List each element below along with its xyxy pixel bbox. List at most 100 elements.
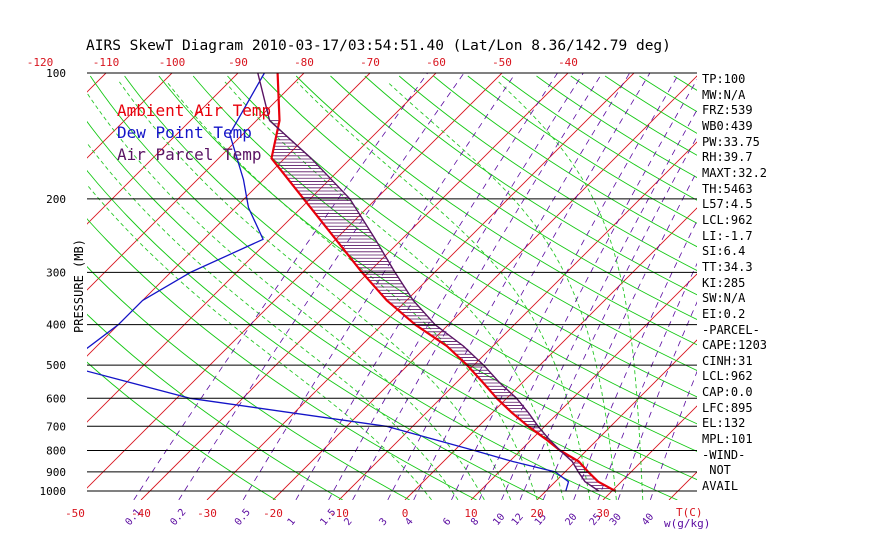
stats-panel-item: MAXT:32.2 — [702, 165, 768, 180]
mixing-ratio-line — [413, 73, 651, 500]
bottom-temperature-tick-label: -10 — [329, 507, 349, 520]
stats-panel-item: LFC:895 — [702, 400, 753, 415]
isotherm-line — [87, 73, 239, 225]
moist-adiabat-line — [119, 81, 512, 500]
dewpoint-temp-line — [87, 73, 570, 492]
bottom-temperature-tick-label: -40 — [131, 507, 151, 520]
chart-title: AIRS SkewT Diagram 2010-03-17/03:54:51.4… — [86, 38, 671, 54]
dry-adiabat-line — [227, 75, 697, 398]
bottom-temperature-tick-label: -20 — [263, 507, 283, 520]
dry-adiabat-line — [158, 75, 697, 452]
isotherm-line — [87, 73, 371, 357]
mixing-ratio-line — [295, 73, 558, 500]
dry-adiabat-line — [398, 75, 697, 272]
mixing-ratio-line — [573, 219, 697, 500]
stats-panel-item: SW:N/A — [702, 291, 746, 306]
dry-adiabat-line — [570, 75, 697, 156]
stats-panel-item: TT:34.3 — [702, 259, 753, 274]
stats-panel-item: AVAIL — [702, 479, 739, 494]
legend-parcel: Air Parcel Temp — [117, 145, 262, 164]
mixing-ratio-line — [178, 73, 465, 500]
stats-panel-item: EI:0.2 — [702, 306, 746, 321]
ambient-temp-line — [270, 73, 616, 492]
mixing-ratio-line — [501, 109, 697, 500]
pressure-tick-label: 800 — [46, 444, 66, 457]
bottom-temperature-tick-label: 30 — [596, 507, 609, 520]
stats-panel-item: CAPE:1203 — [702, 338, 768, 353]
stats-panel-item: LCL:962 — [702, 212, 753, 227]
dry-adiabat-line — [87, 169, 544, 500]
top-temperature-tick-label: -100 — [159, 56, 186, 69]
mixing-ratio-tick-label: 20 — [563, 512, 579, 528]
axis-tick-labels: 0.1 0.2 0.5 1 1.5 2 3 4 6 8 10 12 15 20 25 30 4010020030… — [27, 56, 657, 528]
stats-panel-item: EL:132 — [702, 416, 746, 431]
top-temperature-tick-label: -110 — [93, 56, 120, 69]
dry-adiabat-line — [87, 218, 477, 500]
isotherm-line — [87, 73, 173, 159]
dry-adiabat-line — [467, 75, 697, 224]
stats-panel-item: TH:5463 — [702, 181, 753, 196]
dry-adiabat-line — [87, 313, 343, 500]
isotherm-line — [668, 471, 697, 500]
pressure-tick-label: 700 — [46, 420, 66, 433]
dry-adiabat-line — [87, 266, 410, 500]
stats-panel-item: SI:6.4 — [702, 244, 746, 259]
stats-panel-item: -WIND- — [702, 447, 746, 462]
isotherm-line — [602, 405, 697, 500]
dry-adiabat-line — [330, 75, 697, 321]
stats-panel-item: PW:33.75 — [702, 134, 760, 149]
moist-adiabat-line — [498, 81, 644, 500]
dry-adiabat-line — [192, 75, 697, 425]
bottom-temperature-tick-label: 20 — [530, 507, 543, 520]
pressure-tick-label: 300 — [46, 266, 66, 279]
moist-adiabat-line — [296, 81, 591, 500]
mixing-ratio-tick-label: 12 — [510, 512, 526, 528]
isotherm-line — [0, 73, 40, 500]
dry-adiabat-line — [433, 75, 697, 248]
mixing-ratio-line — [328, 73, 584, 500]
dry-adiabat-line — [87, 120, 611, 500]
mixing-ratio-tick-label: 1 — [286, 516, 298, 528]
isotherm-line — [87, 73, 437, 423]
moist-adiabat-line — [224, 81, 564, 500]
isobar-lines — [87, 72, 697, 492]
stats-panel-item: CAP:0.0 — [702, 385, 753, 400]
dry-adiabat-line — [811, 76, 870, 500]
mixing-ratio-tick-label: 8 — [469, 516, 481, 528]
mixing-ratio-tick-label: 30 — [608, 512, 624, 528]
stats-panel-item: MW:N/A — [702, 87, 746, 102]
stats-panel-item: LI:-1.7 — [702, 228, 753, 243]
stats-panel-item: -PARCEL- — [702, 322, 760, 337]
dry-adiabat-line — [261, 75, 697, 372]
mixing-ratio-line — [242, 73, 516, 500]
dry-adiabat-line — [501, 75, 697, 201]
top-temperature-tick-label: -90 — [228, 56, 248, 69]
pressure-tick-label: 200 — [46, 193, 66, 206]
pressure-tick-label: 600 — [46, 392, 66, 405]
pressure-tick-label: 1000 — [40, 485, 67, 498]
stats-panel-item: NOT — [702, 463, 731, 478]
pressure-tick-label: 400 — [46, 319, 66, 332]
mixing-ratio-line — [451, 73, 680, 500]
x-axis-right-label: T(C) — [676, 506, 703, 519]
stats-panel-item: KI:285 — [702, 275, 746, 290]
legend-ambient: Ambient Air Temp — [117, 101, 271, 120]
isotherm-line — [272, 75, 697, 500]
mixing-ratio-line — [387, 73, 631, 500]
top-temperature-tick-label: -120 — [27, 56, 54, 69]
dry-adiabat-line — [536, 75, 697, 179]
bottom-temperature-tick-label: -50 — [65, 507, 85, 520]
top-temperature-tick-label: -50 — [492, 56, 512, 69]
mixing-ratio-tick-label: 40 — [640, 512, 656, 528]
mixing-ratio-tick-label: 4 — [403, 516, 415, 528]
pressure-tick-label: 100 — [46, 67, 66, 80]
top-temperature-tick-label: -70 — [360, 56, 380, 69]
bottom-temperature-tick-label: -30 — [197, 507, 217, 520]
stats-panel-item: CINH:31 — [702, 353, 753, 368]
mixing-ratio-line — [133, 73, 428, 500]
stats-panel: TP:100 MW:N/A FRZ:539 WB0:439 PW:33.75 RH:39.… — [702, 72, 767, 495]
moist-adiabat-line — [87, 184, 432, 500]
mixing-ratio-tick-label: 3 — [378, 516, 390, 528]
top-temperature-tick-label: -40 — [558, 56, 578, 69]
